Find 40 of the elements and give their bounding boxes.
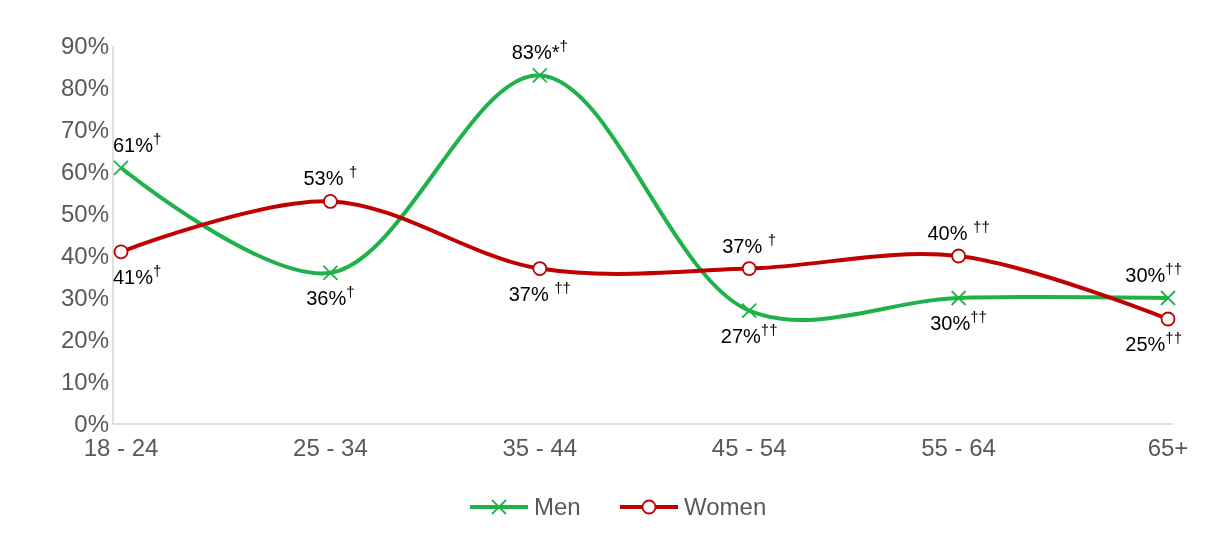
data-label: 36%$^{†}$ [306,282,355,309]
y-tick-label: 40% [60,242,109,270]
data-label: 61%$^{†}$ [113,129,162,156]
point [1160,290,1176,306]
data-label: 30%$^{††}$ [930,307,987,334]
legend-label: Women [684,493,767,520]
legend-label: Men [534,493,581,520]
point [741,302,758,319]
x-tick-label: 45 - 54 [711,434,787,461]
point [741,261,757,276]
data-label: 27%$^{††}$ [720,320,778,347]
data-label: 83%*$^{†}$ [511,36,568,64]
data-label: 40% $^{††}$ [927,217,990,244]
data-label: 41%$^{†}$ [113,261,162,288]
x-tick-label: 25 - 34 [293,434,368,461]
y-tick-label: 80% [60,74,109,102]
data-label: 53% $^{†}$ [303,162,358,190]
data-label: 37% $^{†}$ [722,230,777,257]
data-label: 37% $^{††}$ [508,278,571,305]
data-label: 25%$^{††}$ [1125,328,1182,355]
point [950,290,967,306]
x-tick-label: 55 - 64 [921,434,996,461]
point [531,67,548,84]
y-tick-label: 10% [60,368,109,396]
y-tick-label: 70% [60,116,109,144]
y-tick-label: 20% [60,326,109,354]
y-tick-label: 50% [60,200,109,228]
x-tick-label: 65+ [1147,434,1189,461]
x-tick-label: 35 - 44 [502,434,578,461]
point [951,248,966,264]
y-tick-label: 90% [60,32,109,60]
point [323,194,338,209]
point [113,244,129,260]
point [113,159,129,176]
point [1160,311,1176,327]
point [532,261,548,276]
y-tick-label: 30% [60,284,109,312]
point [322,264,339,281]
y-tick-label: 60% [60,158,109,186]
data-label: 30%$^{††}$ [1125,259,1182,286]
